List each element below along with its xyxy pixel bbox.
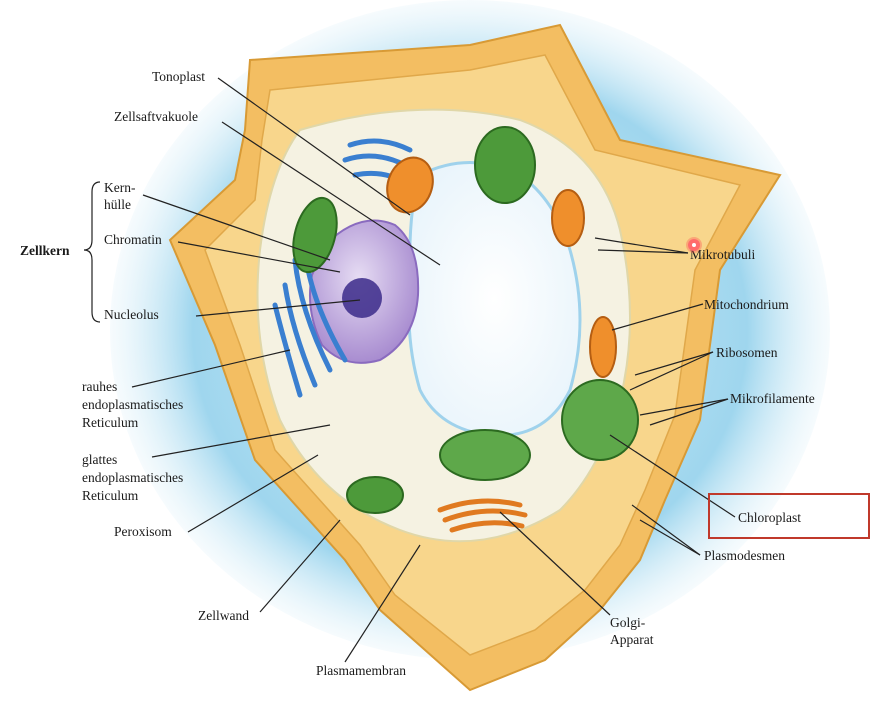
leader-lines [131, 77, 736, 663]
golgi-apparatus [437, 498, 528, 533]
label-rauhes-er-1: rauhes [82, 379, 118, 394]
pointer-cursor-icon [688, 239, 700, 251]
label-glattes-er-2: endoplasmatisches [82, 470, 184, 485]
label-tonoplast: Tonoplast [152, 69, 206, 84]
label-golgi-1: Golgi- [610, 615, 646, 630]
label-kernhuelle-1: Kern- [104, 180, 136, 195]
label-mitochondrium: Mitochondrium [704, 297, 789, 312]
label-nucleolus: Nucleolus [104, 307, 159, 322]
nucleolus [342, 278, 382, 318]
label-zellwand: Zellwand [198, 608, 249, 623]
chloroplast-highlight-box [708, 493, 870, 539]
label-zellkern: Zellkern [20, 243, 70, 258]
label-zellsaftvakuole: Zellsaftvakuole [114, 109, 198, 124]
label-glattes-er-3: Reticulum [82, 488, 139, 503]
label-chloroplast[interactable]: Chloroplast [738, 510, 801, 525]
label-kernhuelle-2: hülle [104, 197, 131, 212]
label-rauhes-er-3: Reticulum [82, 415, 139, 430]
label-plasmamembran: Plasmamembran [316, 663, 406, 678]
label-golgi-2: Apparat [610, 632, 654, 647]
label-peroxisom: Peroxisom [114, 524, 172, 539]
label-mikrotubuli: Mikrotubuli [690, 247, 756, 262]
chloroplasts [292, 126, 639, 514]
label-rauhes-er-2: endoplasmatisches [82, 397, 184, 412]
mitochondria [386, 156, 617, 378]
label-plasmodesmen: Plasmodesmen [704, 548, 785, 563]
zellkern-bracket [83, 181, 101, 323]
label-ribosomen: Ribosomen [716, 345, 778, 360]
label-mikrofilamente: Mikrofilamente [730, 391, 815, 406]
label-glattes-er-1: glattes [82, 452, 118, 467]
label-chromatin: Chromatin [104, 232, 162, 247]
